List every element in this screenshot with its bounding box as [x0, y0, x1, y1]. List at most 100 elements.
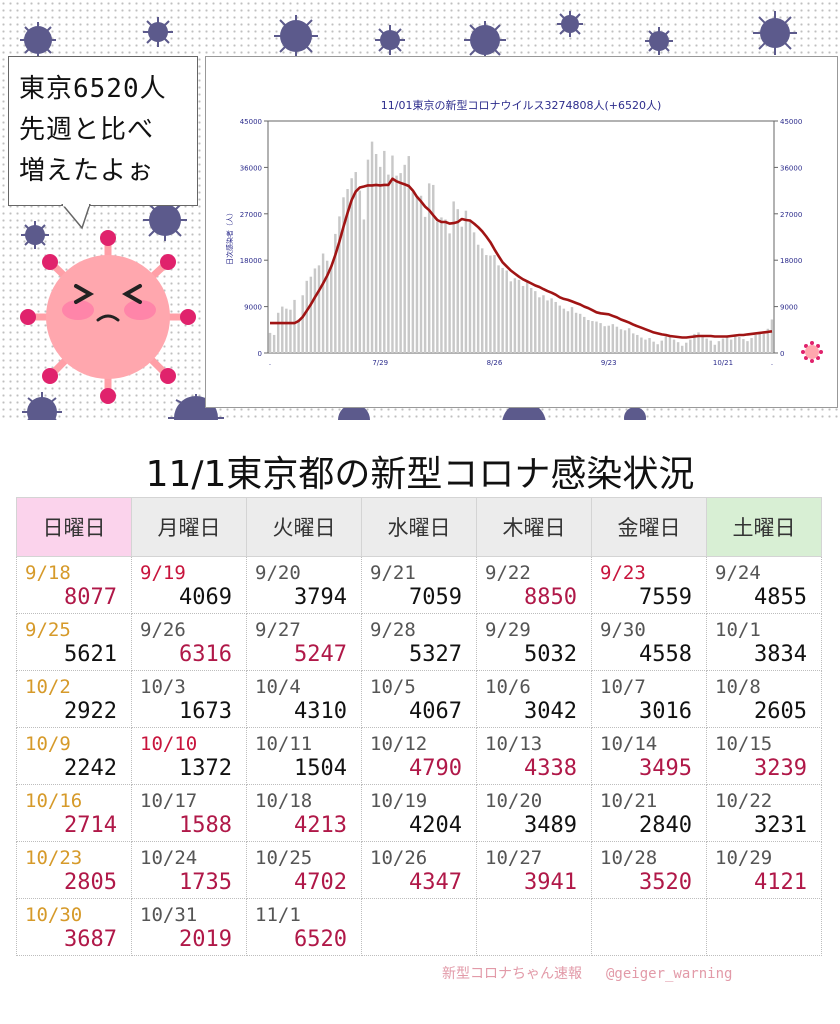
- table-cell: 9/21 7059: [361, 556, 477, 614]
- virus-decoration-icon: [556, 10, 584, 42]
- y-tick-label-right: 9000: [780, 304, 798, 312]
- cell-date: 9/26: [140, 619, 186, 641]
- daily-bar: [309, 276, 313, 353]
- daily-bar: [432, 184, 435, 353]
- daily-bar: [729, 339, 733, 353]
- daily-bar: [497, 265, 500, 353]
- daily-bar: [436, 221, 439, 353]
- daily-bar: [321, 253, 325, 353]
- weekly-case-table: 日曜日 月曜日 火曜日 水曜日 木曜日 金曜日 土曜日 9/18 8077 9/19…: [16, 497, 822, 956]
- daily-bar: [383, 150, 386, 353]
- daily-bar: [734, 335, 737, 353]
- bubble-tail: [61, 204, 91, 230]
- cell-value: 2805: [64, 870, 117, 895]
- daily-bar: [701, 335, 704, 353]
- table-cell: 10/7 3016: [591, 670, 707, 728]
- daily-bar: [570, 307, 574, 353]
- header-sunday: 日曜日: [16, 497, 132, 557]
- table-cell: 10/14 3495: [591, 727, 707, 785]
- cell-value: 3016: [639, 699, 692, 724]
- cell-value: 4310: [294, 699, 347, 724]
- table-cell: 10/6 3042: [476, 670, 592, 728]
- table-cell: 10/30 3687: [16, 898, 132, 956]
- table-cell: 10/25 4702: [246, 841, 362, 899]
- table-cell: 10/3 1673: [131, 670, 247, 728]
- table-cell: 10/11 1504: [246, 727, 362, 785]
- daily-bar: [660, 340, 664, 353]
- daily-bar: [460, 226, 464, 353]
- header-tuesday: 火曜日: [246, 497, 362, 557]
- daily-bar: [619, 329, 623, 353]
- cell-date: 9/24: [715, 562, 761, 584]
- daily-bar: [285, 308, 288, 353]
- daily-bar: [640, 337, 643, 353]
- table-cell: 10/4 4310: [246, 670, 362, 728]
- daily-bar: [636, 334, 639, 353]
- cell-date: 10/17: [140, 790, 198, 812]
- daily-bar: [481, 248, 484, 353]
- table-cell: 11/1 6520: [246, 898, 362, 956]
- daily-bar: [725, 337, 729, 353]
- table-cell: 9/26 6316: [131, 613, 247, 671]
- cell-value: 4213: [294, 813, 347, 838]
- table-row: 10/16 2714 10/17 1588 10/18 4213 10/19 4204 10/2…: [16, 784, 822, 842]
- cell-value: 1588: [179, 813, 232, 838]
- daily-bar: [444, 219, 447, 353]
- daily-bar: [334, 233, 337, 353]
- cell-value: 3794: [294, 585, 347, 610]
- cell-value: 3941: [524, 870, 577, 895]
- daily-bar: [599, 323, 602, 353]
- table-cell: 10/13 4338: [476, 727, 592, 785]
- daily-bar: [566, 311, 570, 353]
- speech-bubble: 東京6520人 先週と比べ 増えたよぉ: [8, 56, 198, 206]
- daily-bar: [293, 299, 296, 353]
- daily-bar: [358, 190, 362, 353]
- daily-bar: [676, 342, 680, 353]
- cell-date: 10/3: [140, 676, 186, 698]
- chart-panel: 11/01東京の新型コロナウイルス3274808人(+6520人) 0 0 9000 9…: [205, 56, 838, 408]
- cell-value: 5032: [524, 642, 577, 667]
- table-cell: 9/29 5032: [476, 613, 592, 671]
- table-cell: [706, 898, 822, 956]
- table-row: 9/25 5621 9/26 6316 9/27 5247 9/28 5327 9/29 5032…: [16, 613, 822, 671]
- table-cell: 10/20 3489: [476, 784, 592, 842]
- cell-date: 10/25: [255, 847, 313, 869]
- table-row: 10/9 2242 10/10 1372 10/11 1504 10/12 4790 10/13…: [16, 727, 822, 785]
- daily-cases-chart: 11/01東京の新型コロナウイルス3274808人(+6520人) 0 0 9000 9…: [225, 98, 823, 367]
- table-row: 9/18 8077 9/19 4069 9/20 3794 9/21 7059 9/22 8850…: [16, 556, 822, 614]
- daily-bar: [468, 219, 472, 353]
- cell-date: 10/26: [370, 847, 428, 869]
- cell-date: 10/8: [715, 676, 761, 698]
- cell-date: 10/21: [600, 790, 658, 812]
- cell-date: 9/21: [370, 562, 416, 584]
- daily-bar: [648, 338, 651, 353]
- table-cell: 10/16 2714: [16, 784, 132, 842]
- daily-bar: [697, 332, 700, 353]
- daily-bar: [525, 281, 529, 353]
- y-tick-label-left: 45000: [240, 118, 262, 126]
- header-friday: 金曜日: [591, 497, 707, 557]
- daily-bar: [297, 319, 300, 353]
- table-cell: 10/1 3834: [706, 613, 822, 671]
- table-cell: [476, 898, 592, 956]
- daily-bar: [562, 308, 566, 353]
- daily-bar: [550, 298, 553, 353]
- daily-bar: [419, 195, 423, 353]
- cell-date: 10/6: [485, 676, 531, 698]
- table-cell: 10/8 2605: [706, 670, 822, 728]
- cell-value: 4067: [409, 699, 462, 724]
- daily-bar: [338, 216, 341, 353]
- cell-date: 10/2: [25, 676, 71, 698]
- table-cell: 10/26 4347: [361, 841, 477, 899]
- cell-date: 10/27: [485, 847, 543, 869]
- daily-bar: [578, 313, 582, 353]
- daily-bar: [513, 278, 517, 353]
- daily-bar: [289, 309, 292, 353]
- daily-bar: [672, 339, 676, 353]
- bubble-line-2: 先週と比べ: [19, 115, 155, 145]
- table-cell: 10/12 4790: [361, 727, 477, 785]
- daily-bar: [346, 189, 349, 353]
- bubble-line-3: 増えたよぉ: [19, 156, 155, 186]
- daily-bar: [529, 288, 533, 353]
- daily-bar: [664, 336, 668, 353]
